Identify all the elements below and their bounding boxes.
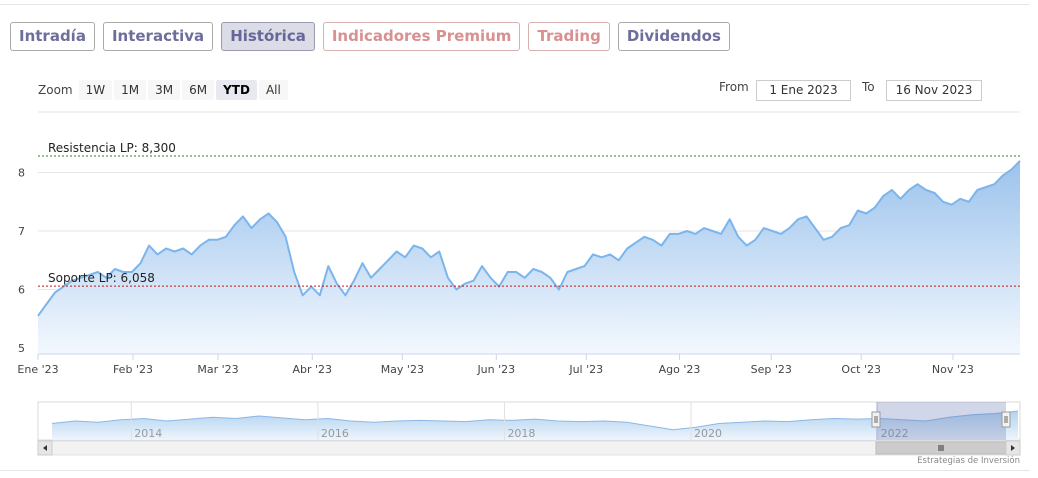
tab-intrad-a[interactable]: Intradía	[10, 22, 95, 51]
zoom-3m-button[interactable]: 3M	[148, 80, 181, 100]
tab-trading[interactable]: Trading	[528, 22, 610, 51]
x-tick-label: Feb '23	[113, 363, 153, 376]
top-divider	[0, 4, 1030, 5]
chart-credit[interactable]: Estrategias de Inversión	[917, 456, 1020, 466]
y-tick-label: 6	[18, 284, 25, 297]
x-tick-label: Ene '23	[17, 363, 58, 376]
zoom-selector: Zoom 1W 1M 3M 6M YTD All	[38, 80, 290, 100]
y-tick-label: 5	[18, 342, 25, 355]
navigator-area	[52, 411, 1018, 440]
x-tick-label: Jun '23	[476, 363, 515, 376]
navigator-line	[51, 410, 1019, 431]
resistance-label: Resistencia LP: 8,300	[48, 141, 176, 155]
x-tick-label: Abr '23	[292, 363, 332, 376]
scroll-left-button[interactable]	[37, 440, 53, 456]
tab-hist-rica[interactable]: Histórica	[221, 22, 315, 51]
navigator-year-label: 2016	[321, 427, 349, 440]
scrollbar-track[interactable]	[37, 440, 1021, 456]
to-label: To	[862, 80, 875, 94]
from-date-input[interactable]: 1 Ene 2023	[756, 80, 851, 101]
zoom-6m-button[interactable]: 6M	[182, 80, 215, 100]
navigator-year-label: 2022	[881, 427, 909, 440]
tab-bar: Intradía Interactiva Histórica Indicadores …	[10, 22, 730, 51]
navigator-left-handle[interactable]	[871, 411, 881, 428]
handle-body	[1001, 411, 1011, 428]
navigator-year-label: 2014	[134, 427, 162, 440]
x-tick-label: Nov '23	[932, 363, 974, 376]
tab-dividendos[interactable]: Dividendos	[617, 22, 730, 51]
tab-indicadores-premium[interactable]: Indicadores Premium	[322, 22, 521, 51]
x-tick-label: Jul '23	[568, 363, 603, 376]
x-tick-label: May '23	[381, 363, 424, 376]
zoom-all-button[interactable]: All	[258, 80, 288, 100]
y-tick-label: 7	[18, 225, 25, 238]
zoom-label: Zoom	[38, 83, 73, 97]
series-line	[37, 160, 1021, 317]
chevron-left-icon	[43, 445, 47, 451]
navigator-right-handle[interactable]	[1001, 411, 1011, 428]
support-label: Soporte LP: 6,058	[48, 271, 155, 285]
scrollbar-thumb[interactable]	[875, 441, 1007, 455]
navigator-year-label: 2020	[694, 427, 722, 440]
bottom-divider	[0, 470, 1030, 471]
y-tick-label: 8	[18, 167, 25, 180]
from-label: From	[719, 80, 749, 94]
chevron-right-icon	[1011, 445, 1015, 451]
x-tick-label: Ago '23	[659, 363, 701, 376]
to-date-input[interactable]: 16 Nov 2023	[886, 80, 982, 101]
tab-interactiva[interactable]: Interactiva	[102, 22, 214, 51]
navigator-window	[875, 402, 1006, 440]
zoom-1m-button[interactable]: 1M	[114, 80, 147, 100]
zoom-1w-button[interactable]: 1W	[78, 80, 113, 100]
x-tick-label: Sep '23	[751, 363, 792, 376]
x-tick-label: Oct '23	[841, 363, 881, 376]
series-area	[38, 160, 1020, 354]
scroll-right-button[interactable]	[1005, 440, 1021, 456]
handle-body	[871, 411, 881, 428]
navigator-year-label: 2018	[507, 427, 535, 440]
zoom-ytd-button[interactable]: YTD	[216, 80, 257, 100]
x-tick-label: Mar '23	[197, 363, 238, 376]
